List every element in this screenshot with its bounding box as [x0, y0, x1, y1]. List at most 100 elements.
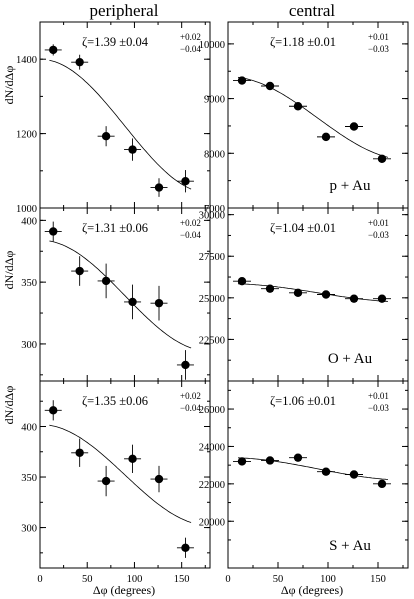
x-axis-label-peripheral: Δφ (degrees) — [93, 583, 155, 597]
zeta-sys-up: +0.02 — [180, 391, 201, 401]
data-point — [293, 288, 303, 298]
data-point — [75, 266, 84, 276]
data-point — [265, 456, 275, 465]
fit-curve — [237, 76, 389, 158]
data-point — [75, 57, 84, 67]
data-point — [154, 474, 164, 484]
data-point — [154, 183, 164, 192]
fit-curve — [237, 457, 389, 480]
panel-frame — [227, 380, 409, 569]
data-point — [75, 448, 84, 457]
data-point — [377, 294, 387, 303]
y-axis-label-row2: dN/dΔφ — [2, 251, 16, 290]
zeta-annotation: ζ=1.35 ±0.06 — [82, 394, 148, 408]
y-axis-label-row1: dN/dΔφ — [2, 66, 16, 105]
y-tick-label: 300 — [21, 340, 37, 351]
zeta-value: ζ=1.06 ±0.01 — [270, 394, 336, 408]
zeta-sys-down: −0.04 — [180, 44, 201, 54]
data-point — [265, 81, 275, 91]
data-point — [49, 406, 58, 415]
x-tick-label: 150 — [370, 574, 386, 585]
data-point — [349, 122, 359, 131]
panel-peripheral-oau: 300 350 400 ζ=1.31 ±0.06 +0.02 −0.04 — [21, 207, 211, 382]
y-axis-label-row3: dN/dΔφ — [2, 386, 16, 425]
y-tick-label: 30000 — [199, 211, 225, 222]
x-tick-label: 0 — [225, 574, 230, 585]
zeta-sys-down: −0.03 — [368, 44, 389, 54]
zeta-value: ζ=1.18 ±0.01 — [270, 35, 336, 49]
data-point — [293, 453, 303, 462]
data-point — [128, 454, 137, 464]
zeta-value: ζ=1.35 ±0.06 — [82, 394, 148, 408]
zeta-annotation: ζ=1.04 ±0.01 — [270, 221, 336, 235]
y-tick-label: 350 — [21, 278, 37, 289]
zeta-value: ζ=1.39 ±0.04 — [82, 35, 149, 49]
panel-peripheral-sau: 300 350 400 0 50 100 150 ζ=1.35 ±0.06 +0.02 −0.04 — [21, 380, 211, 585]
y-tick-label: 1200 — [16, 130, 37, 141]
y-tick-label: 1000 — [16, 204, 37, 215]
y-tick-label: 22000 — [199, 480, 225, 491]
data-point — [49, 45, 58, 55]
y-tick-label: 8000 — [204, 149, 225, 160]
column-title-central: central — [289, 1, 336, 20]
panel-central-sau: 20000 22000 24000 26000 0 50 100 150 ζ=1.06 ±0.0… — [199, 380, 409, 585]
x-tick-label: 150 — [174, 574, 190, 585]
zeta-annotation: ζ=1.31 ±0.06 — [82, 221, 148, 235]
zeta-sys-up: +0.01 — [368, 218, 389, 228]
y-tick-label: 24000 — [199, 442, 225, 453]
data-point — [321, 467, 331, 476]
y-tick-label: 300 — [21, 524, 37, 535]
data-point — [377, 154, 387, 163]
data-point — [349, 294, 359, 303]
system-label: S + Au — [329, 538, 371, 554]
y-tick-label: 26000 — [199, 405, 225, 416]
data-point — [49, 227, 58, 236]
panel-peripheral-pau: 1000 1200 1400 ζ=1.39 ±0.04 +0.02 −0.04 — [16, 21, 211, 215]
data-point — [101, 132, 111, 141]
data-point — [128, 297, 137, 307]
zeta-sys-down: −0.03 — [368, 230, 389, 240]
column-title-peripheral: peripheral — [90, 1, 159, 20]
data-point — [181, 177, 190, 186]
panel-central-oau: 22500 25000 27500 30000 ζ=1.04 ±0.01 +0.01 −0.… — [199, 207, 409, 382]
zeta-sys-up: +0.01 — [368, 391, 389, 401]
y-tick-label: 10000 — [199, 40, 225, 51]
data-point — [101, 276, 111, 286]
data-point — [237, 276, 247, 286]
zeta-annotation: ζ=1.39 ±0.04 — [82, 35, 149, 49]
y-tick-label: 9000 — [204, 95, 225, 106]
zeta-annotation: ζ=1.06 ±0.01 — [270, 394, 336, 408]
data-point — [154, 298, 164, 308]
system-label: p + Au — [330, 178, 371, 194]
data-point — [349, 470, 359, 479]
zeta-sys-up: +0.02 — [180, 218, 201, 228]
fit-curve — [49, 240, 192, 349]
zeta-value: ζ=1.31 ±0.06 — [82, 221, 148, 235]
fit-curve — [49, 424, 192, 523]
zeta-sys-up: +0.02 — [180, 32, 201, 42]
data-point — [101, 476, 111, 486]
y-tick-label: 1400 — [16, 55, 37, 66]
x-tick-label: 0 — [37, 574, 42, 585]
fit-curve — [49, 59, 192, 190]
panel-frame — [39, 380, 211, 569]
data-point — [265, 284, 275, 293]
data-point — [237, 76, 247, 85]
data-point — [181, 543, 190, 552]
data-point — [237, 457, 247, 466]
x-tick-label: 100 — [127, 574, 143, 585]
zeta-sys-up: +0.01 — [368, 32, 389, 42]
fit-curve — [237, 283, 389, 302]
x-tick-label: 50 — [273, 574, 284, 585]
zeta-sys-down: −0.04 — [180, 230, 201, 240]
y-tick-label: 22500 — [199, 335, 225, 346]
x-tick-label: 100 — [320, 574, 336, 585]
data-point — [321, 132, 331, 142]
x-tick-label: 50 — [82, 574, 93, 585]
y-tick-label: 7000 — [204, 204, 225, 215]
y-tick-label: 400 — [21, 422, 37, 433]
data-point — [181, 360, 190, 370]
zeta-sys-down: −0.03 — [368, 403, 389, 413]
